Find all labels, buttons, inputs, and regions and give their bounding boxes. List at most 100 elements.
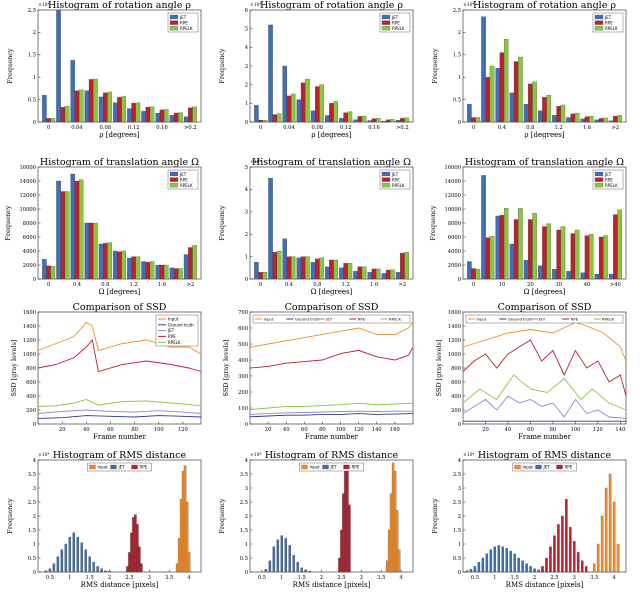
x-tick-label: 1	[280, 575, 283, 581]
y-exponent: ×10⁴	[250, 2, 261, 8]
bar-rpe	[542, 226, 547, 280]
bar-jet	[72, 532, 76, 573]
y-tick-label: 4	[245, 187, 249, 193]
y-tick-label: 400	[238, 358, 248, 364]
x-tick-label: 160	[390, 427, 400, 433]
chart-panel-11: 0 0.5 1 1.5 2 2.5 3 3.5 4 0.5 1 1.5 2 2.5 3 3.5 4 Histogr…	[218, 450, 414, 589]
y-tick-label: 0	[458, 570, 461, 576]
bar-jet	[517, 557, 520, 573]
bar-jet	[533, 568, 536, 573]
x-tick-label: 20	[482, 427, 489, 433]
bar-jet	[70, 173, 75, 280]
legend-entry: JET	[330, 465, 338, 470]
bar-jet	[127, 257, 132, 280]
bar-jet	[495, 215, 500, 280]
bar-jet	[42, 94, 47, 123]
bar-jet	[505, 548, 508, 573]
bar-rpelk	[589, 116, 594, 123]
legend-box	[299, 462, 364, 472]
legend-entry: Input	[168, 317, 179, 322]
bar-jet	[284, 538, 288, 573]
legend-entry: Input	[477, 317, 487, 322]
bar-jet	[282, 238, 287, 280]
legend-entry: JET	[604, 172, 612, 177]
bar-jet	[537, 569, 540, 573]
bar-jet	[288, 545, 291, 573]
bar-rpelk	[319, 257, 324, 280]
bar-rpe	[348, 504, 351, 573]
legend-box	[87, 462, 152, 472]
y-tick-label: 1.5	[28, 528, 36, 534]
bar-rpe	[60, 191, 66, 280]
legend-entry: JET	[604, 15, 612, 20]
x-tick-label: 0	[47, 282, 50, 288]
legend: Input Ground truth JET RPE RPELK	[465, 314, 624, 324]
bar-jet	[537, 110, 543, 123]
bar-rpe	[88, 79, 94, 123]
legend-entry: RPE	[392, 20, 400, 25]
x-tick-label: 2.5	[125, 575, 133, 581]
bar-jet	[282, 65, 287, 123]
bar-jet	[523, 103, 529, 123]
x-tick-label: 0.5	[46, 575, 54, 581]
bar-jet	[112, 102, 118, 123]
y-tick-label: 400	[451, 394, 461, 400]
bar-rpe	[471, 268, 476, 280]
chart-title: Histogram of translation angle Ω	[40, 157, 199, 168]
line-rpelk	[249, 402, 414, 411]
x-tick-label: 0.12	[340, 125, 352, 131]
bar-jet	[525, 563, 528, 573]
x-axis-label: Ω [degrees]	[311, 288, 353, 296]
bar-rpe	[385, 269, 391, 280]
chart-title: Histogram of rotation angle ρ	[48, 0, 191, 11]
chart-title: Histogram of rotation angle ρ	[473, 0, 616, 11]
bar-rpe	[400, 118, 405, 123]
bar-rpelk	[390, 269, 395, 280]
y-tick-label: 0.5	[28, 97, 36, 103]
bar-rpe	[598, 118, 604, 123]
y-axis-label: Frequency	[218, 48, 226, 83]
line-jet	[37, 409, 202, 414]
bar-rpe	[173, 268, 179, 280]
bar-rpelk	[262, 120, 268, 123]
y-tick-label: 2	[33, 514, 36, 520]
bar-rpe	[581, 560, 584, 573]
x-tick-label: 3.5	[590, 575, 598, 581]
bar-rpelk	[503, 38, 509, 123]
y-tick-label: 0.5	[28, 556, 36, 562]
x-tick-label: 4	[187, 575, 191, 581]
bar-jet	[169, 115, 175, 123]
chart-title: Histogram of rotation angle ρ	[260, 0, 403, 11]
y-tick-label: 1.5	[28, 53, 36, 59]
x-tick-label: 3	[148, 575, 151, 581]
y-axis-label: Frequency	[4, 205, 12, 240]
y-tick-label: 3	[458, 486, 461, 492]
y-tick-label: 400	[26, 394, 36, 400]
y-axis-label: Frequency	[218, 205, 226, 240]
legend: Input JET RPE	[87, 462, 152, 472]
y-tick-label: 0	[458, 422, 461, 428]
bar-rpe	[598, 236, 604, 280]
bar-rpe	[145, 107, 151, 123]
x-tick-label: 140	[615, 427, 625, 433]
bar-rpe	[545, 557, 548, 573]
bar-rpelk	[192, 106, 197, 123]
x-tick-label: 1.2	[555, 125, 563, 131]
x-axis-label: RMS distance [pixels]	[506, 581, 584, 589]
legend-swatch	[556, 464, 563, 470]
bar-rpelk	[149, 106, 155, 123]
x-tick-label: 1	[68, 575, 71, 581]
y-tick-label: 4000	[23, 249, 36, 255]
legend-entry: RPELK	[389, 317, 401, 322]
chart-panel-2: 0 1 2 3 4 5 6 0 0.04 0.08 0.12 0.16 >0.2 Histogram of…	[218, 0, 414, 139]
bar-jet	[473, 566, 477, 573]
x-tick-label: 0.4	[73, 282, 82, 288]
x-tick-label: 60	[107, 427, 114, 433]
bar-jet	[566, 271, 571, 280]
y-tick-label: 0.5	[240, 556, 248, 562]
legend-swatch	[594, 14, 604, 20]
bar-rpelk	[404, 251, 409, 280]
